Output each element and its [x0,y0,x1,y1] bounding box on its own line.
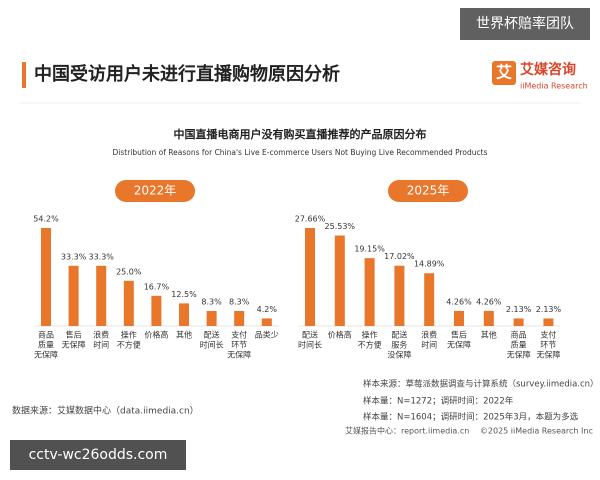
x-tick-label: 不方便 [117,340,141,350]
bar [234,310,245,326]
bar [41,228,51,326]
x-tick-label: 无保障 [227,350,251,360]
x-tick-label: 时间长 [298,340,322,350]
x-tick-label: 服务 [391,340,407,350]
value-label: 33.3% [88,252,114,261]
bar [261,318,272,326]
value-label: 4.26% [476,297,502,306]
bar [424,273,435,326]
value-label: 4.26% [446,297,472,306]
x-tick-label: 价格高 [328,330,352,340]
value-label: 25.53% [325,222,356,231]
bar [305,228,315,326]
x-tick-label: 时间 [421,340,437,350]
x-tick-label: 环节 [540,341,556,350]
year-pill [388,180,468,202]
value-label: 33.3% [61,252,87,261]
note: 样本来源：草莓派数据调查与计算系统（survey.iimedia.cn） [363,379,599,390]
x-tick-label: 浪费 [421,330,437,340]
value-label: 8.3% [201,297,222,306]
logo-sub: iiMedia Research [520,82,588,91]
x-tick-label: 其他 [176,330,192,340]
x-tick-label: 无保障 [447,340,471,350]
x-tick-label: 无保障 [507,350,531,360]
x-tick-label: 环节 [231,341,247,350]
value-label: 17.02% [384,252,415,261]
overlay-bg [10,440,186,470]
logo-name: 艾媒咨询 [520,61,576,78]
value-label: 25.0% [116,267,142,276]
logo-mark-bg [492,61,516,85]
bar [454,310,464,326]
x-tick-label: 质量 [38,340,54,350]
x-tick-label: 无保障 [536,350,560,360]
note: 样本量：N=1604；调研时间：2025年3月，本题为多选 [363,412,579,423]
bar [179,303,189,326]
value-label: 4.2% [257,305,278,314]
x-tick-label: 支付 [231,330,247,340]
chart-title: 2022年 [134,184,177,198]
header-title: 中国受访用户未进行直播购物原因分析 [34,63,340,85]
x-tick-label: 商品 [38,330,54,340]
x-tick-label: 配送 [204,330,220,340]
bar [68,265,79,326]
x-tick-label: 无保障 [62,340,86,350]
note: 样本量：N=1272；调研时间：2022年 [363,396,514,407]
x-tick-label: 操作 [362,330,378,340]
watermark: 世界杯赔率团队 [476,15,574,32]
bar [364,258,375,326]
value-label: 12.5% [171,290,197,299]
header-accent [22,62,26,88]
bar [483,310,494,326]
value-label: 54.2% [33,215,59,224]
bar [543,318,554,326]
logo-mark: 艾 [496,63,512,82]
x-tick-label: 价格高 [144,330,168,340]
watermark-bg [460,8,590,40]
overlay: cctv-wc26odds.com [29,447,168,463]
value-label: 19.15% [354,245,385,254]
value-label: 8.3% [229,297,250,306]
bar [334,235,345,326]
value-label: 2.13% [536,305,562,314]
x-tick-label: 售后 [66,330,82,340]
figure-subtitle: Distribution of Reasons for China's Live… [113,148,488,157]
x-tick-label: 配送 [302,330,318,340]
x-tick-label: 其他 [481,330,497,340]
x-tick-label: 售后 [451,330,467,340]
year-pill [115,180,195,202]
bar [96,265,107,326]
bar [394,265,405,326]
x-tick-label: 操作 [121,330,137,340]
x-tick-label: 商品 [511,330,527,340]
source: 数据来源：艾媒数据中心（data.iimedia.cn） [12,405,199,417]
bar [513,318,524,326]
x-tick-label: 支付 [540,330,556,340]
x-tick-label: 配送 [391,330,407,340]
x-tick-label: 品类少 [255,330,279,340]
bar [123,280,134,326]
x-tick-label: 无保障 [34,350,58,360]
x-tick-label: 浪费 [93,330,109,340]
chart-title: 2025年 [407,184,450,198]
bar [151,295,162,326]
value-label: 27.66% [295,215,326,224]
x-tick-label: 没保障 [387,350,411,360]
x-tick-label: 时间 [93,340,109,350]
value-label: 16.7% [144,282,170,291]
footer: 艾媒报告中心：report.iimedia.cn ©2025 iiMedia R… [345,426,593,436]
x-tick-label: 不方便 [358,340,382,350]
x-tick-label: 时间长 [200,340,224,350]
bar [206,310,217,326]
figure-title: 中国直播电商用户没有购买直播推荐的产品原因分布 [174,127,427,141]
x-tick-label: 质量 [511,340,527,350]
value-label: 2.13% [506,305,532,314]
value-label: 14.89% [414,260,445,269]
